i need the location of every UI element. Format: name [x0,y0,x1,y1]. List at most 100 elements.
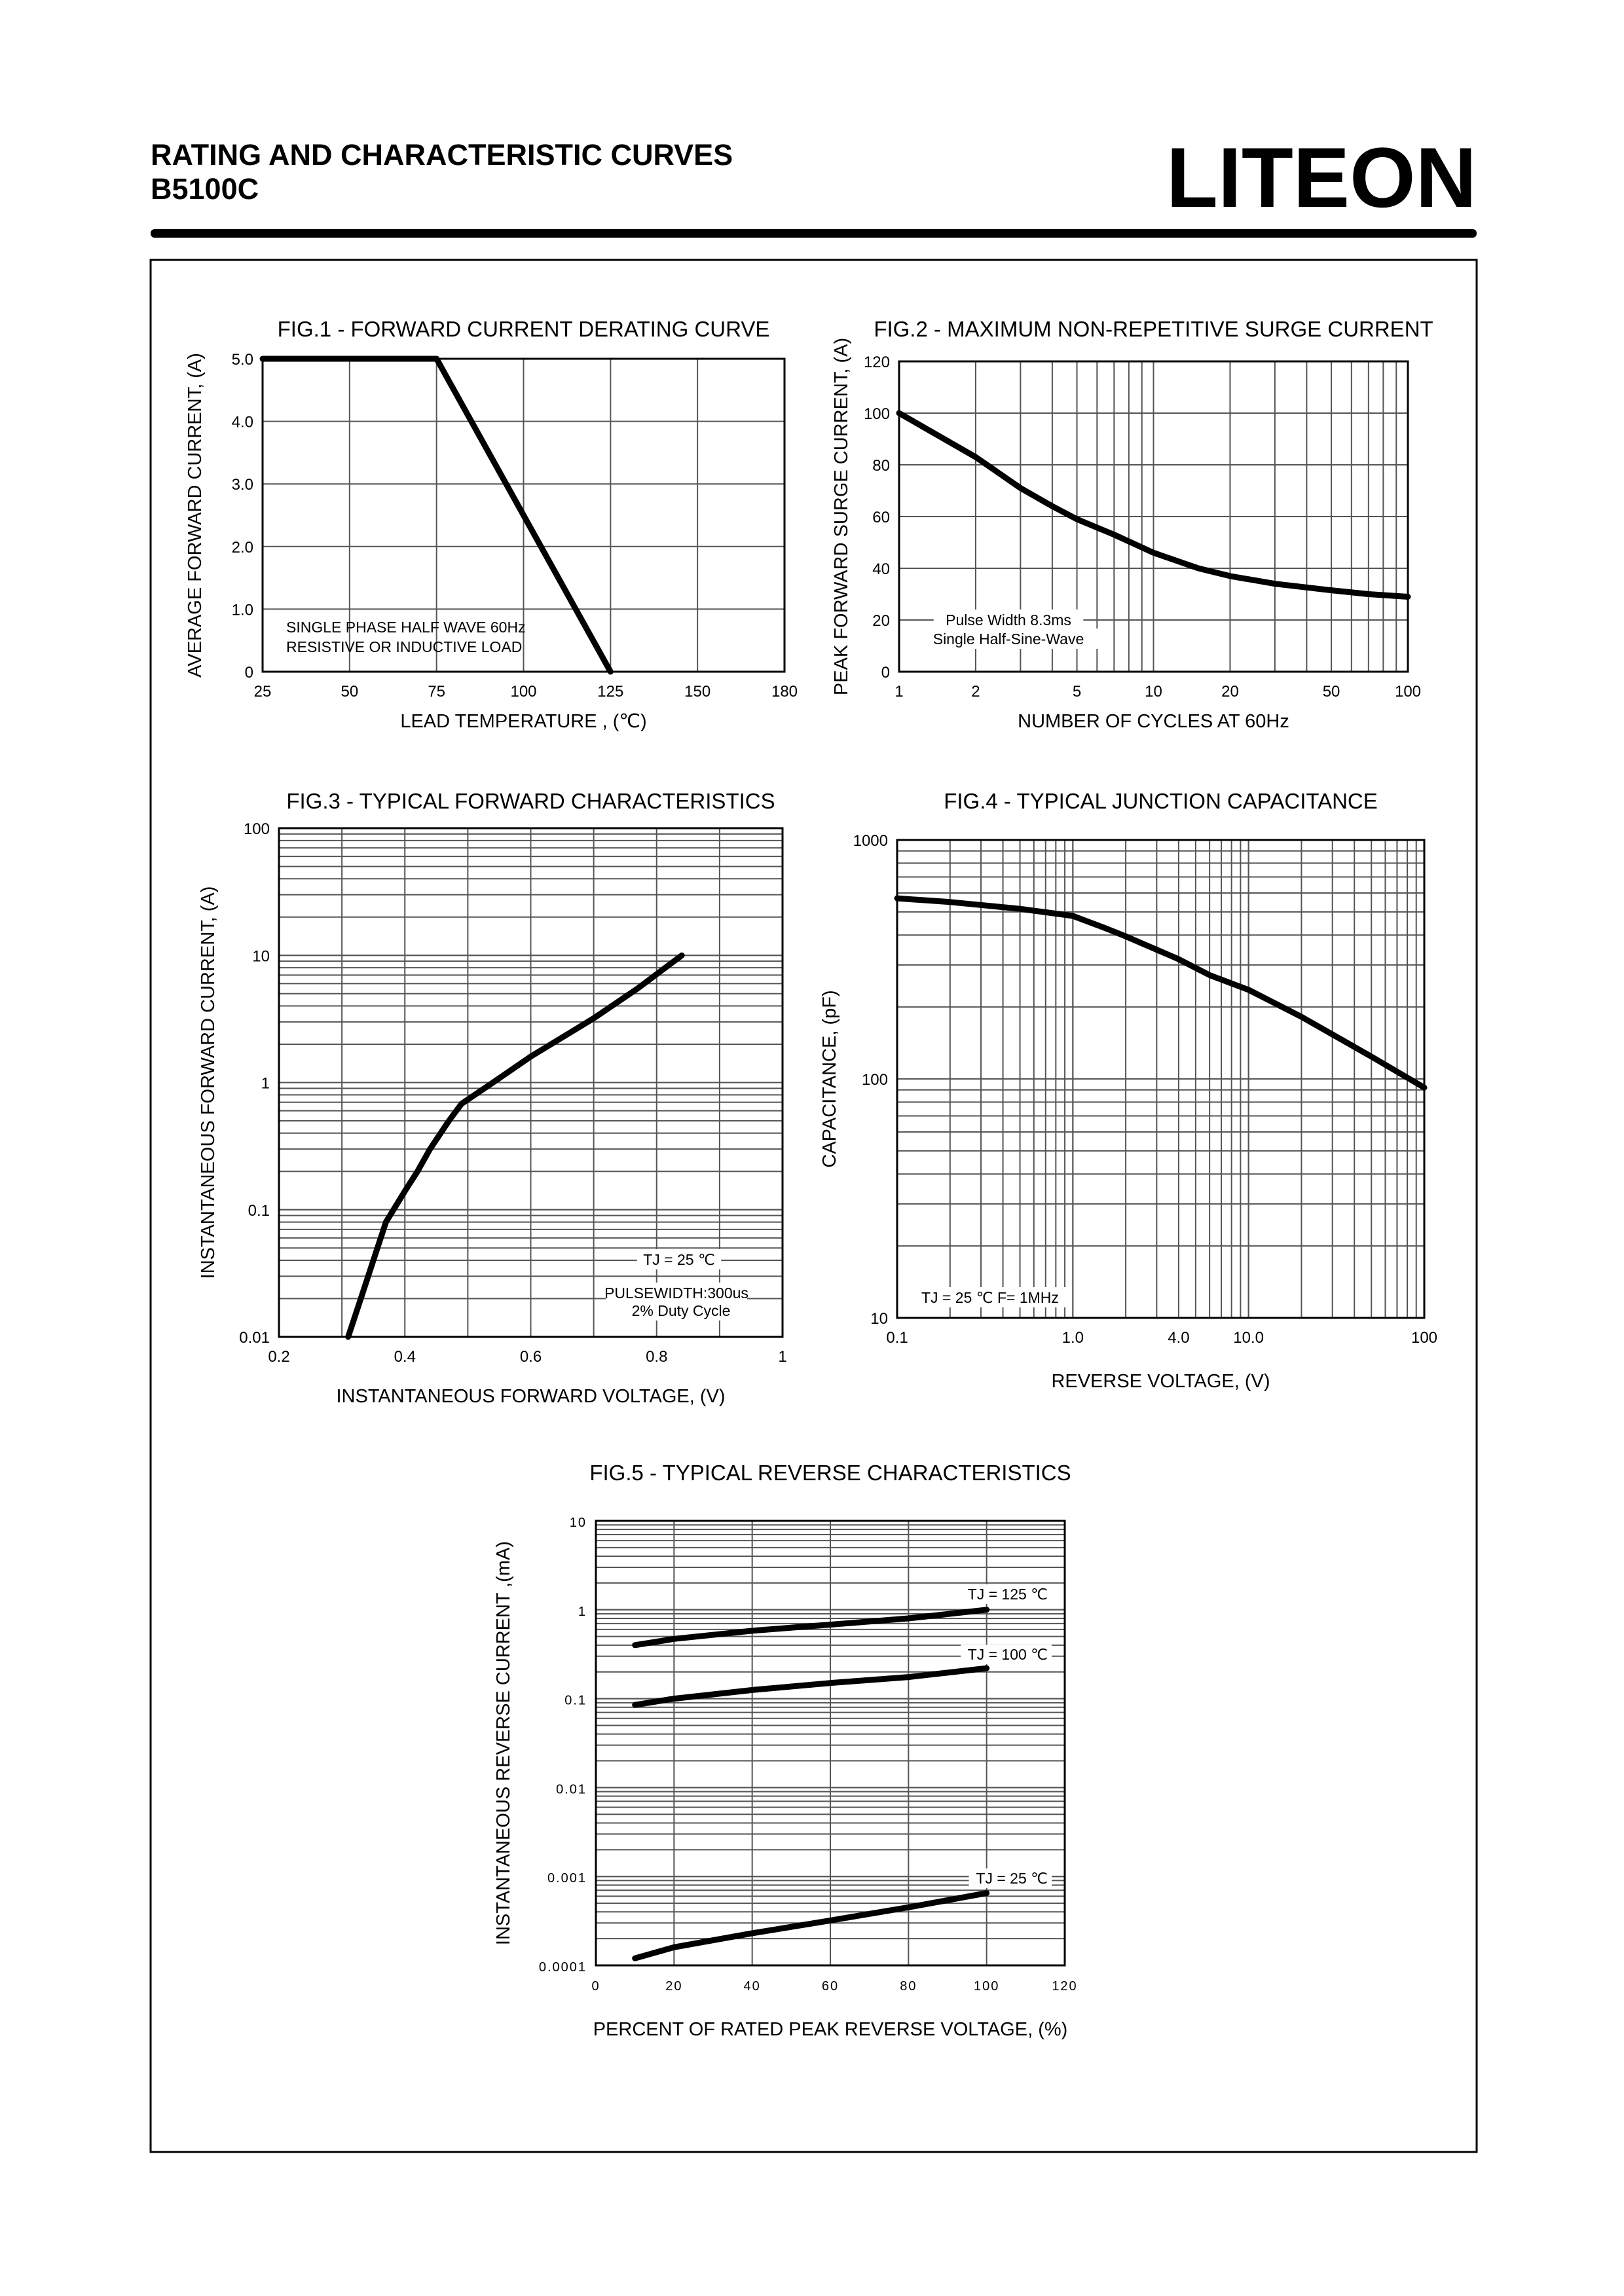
y-tick-label: 0.1 [564,1694,587,1708]
figure-2: 1 2 5 10 20 50 100 0 20 40 60 80 100 120 FIG.2 - MAXIM… [831,317,1433,732]
series-line-1 [259,355,614,675]
x-tick-label: 2 [971,683,980,701]
header-rule [151,229,1477,238]
x-tick-label: 125 [597,683,623,701]
y-tick-label: 3.0 [232,476,253,494]
plot-area-border [595,1520,1066,1967]
x-tick-label: 100 [1395,683,1421,701]
y-tick-label: 20 [872,612,890,630]
y-tick-label: 0.01 [239,1329,270,1347]
series-line-1 [894,895,1428,1091]
figure-1: 25 50 75 100 125 150 180 0 1.0 2.0 3.0 4.0 5.0 FIG.1 … [185,317,798,732]
x-tick-label: 120 [1052,1979,1077,1994]
y-tick-label: 1000 [853,832,888,850]
series-line-1 [632,1607,990,1649]
series-label: TJ = 25 ℃ [976,1870,1048,1887]
x-tick-label: 75 [428,683,445,701]
y-tick-label: 1 [578,1605,587,1619]
plot-area-border [278,827,784,1338]
y-tick-label: 120 [864,354,890,371]
x-tick-label: 20 [1221,683,1239,701]
annotation-text: TJ = 25 ℃ F= 1MHz [921,1289,1059,1306]
x-tick-label: 0 [591,1979,600,1994]
x-axis-label: NUMBER OF CYCLES AT 60Hz [1018,711,1289,732]
y-axis-label: INSTANTANEOUS REVERSE CURRENT ,(mA) [493,1541,514,1945]
y-tick-label: 0.1 [248,1202,270,1220]
figure-title: FIG.3 - TYPICAL FORWARD CHARACTERISTICS [286,789,775,813]
annotation-background [916,1287,1066,1307]
annotation-text: TJ = 25 ℃ [643,1251,715,1268]
series-line-1 [345,952,685,1340]
series-line-1 [896,410,1411,600]
part-number: B5100C [151,172,259,206]
x-tick-label: 5 [1073,683,1081,701]
annotation-text: Single Half-Sine-Wave [933,630,1084,647]
x-tick-label: 1.0 [1062,1329,1084,1347]
x-tick-label: 60 [822,1979,839,1994]
series-line-3 [632,1890,990,1961]
y-tick-label: 2.0 [232,539,253,556]
x-axis-label: LEAD TEMPERATURE , (℃) [400,711,646,732]
y-tick-label: 1.0 [232,601,253,619]
x-axis-label: PERCENT OF RATED PEAK REVERSE VOLTAGE, (… [593,2019,1068,2040]
plot-area-border [898,360,1409,673]
y-tick-label: 4.0 [232,414,253,431]
y-tick-label: 80 [872,457,890,475]
x-tick-label: 20 [665,1979,682,1994]
series-line-2 [632,1665,990,1708]
y-axis-label: PEAK FORWARD SURGE CURRENT, (A) [831,338,852,695]
y-tick-label: 100 [864,405,890,423]
annotation-background [606,1283,747,1303]
plot-area-border [261,357,786,673]
liteon-logo: LITEON [1166,130,1477,225]
figure-title: FIG.5 - TYPICAL REVERSE CHARACTERISTICS [589,1461,1071,1485]
annotation-text: Pulse Width 8.3ms [946,611,1071,629]
figure-title: FIG.1 - FORWARD CURRENT DERATING CURVE [278,317,770,341]
y-tick-label: 0.01 [556,1782,587,1796]
x-tick-label: 50 [341,683,358,701]
y-tick-label: 10 [570,1516,587,1530]
y-tick-label: 10 [252,947,270,965]
y-axis-label: INSTANTANEOUS FORWARD CURRENT, (A) [198,886,219,1279]
y-axis-label: AVERAGE FORWARD CURRENT, (A) [185,353,206,678]
figure-title: FIG.2 - MAXIMUM NON-REPETITIVE SURGE CUR… [874,317,1433,341]
x-tick-label: 10.0 [1233,1329,1264,1347]
x-tick-label: 25 [254,683,272,701]
series-label-background [961,1584,1052,1604]
series-label-background [969,1868,1052,1888]
x-tick-label: 100 [974,1979,999,1994]
y-tick-label: 0 [881,664,890,682]
y-axis-label: CAPACITANCE, (pF) [819,990,840,1167]
annotation-background [917,629,1100,649]
x-tick-label: 4.0 [1168,1329,1189,1347]
y-tick-label: 0 [245,664,253,682]
x-tick-label: 0.6 [520,1348,542,1366]
x-axis-label: INSTANTANEOUS FORWARD VOLTAGE, (V) [336,1386,725,1407]
annotation-text: RESISTIVE OR INDUCTIVE LOAD [286,638,522,655]
x-tick-label: 150 [684,683,710,701]
y-tick-label: 5.0 [232,351,253,369]
series-label: TJ = 100 ℃ [968,1646,1048,1663]
x-tick-label: 0.8 [646,1348,667,1366]
x-tick-label: 80 [900,1979,917,1994]
x-tick-label: 0.4 [394,1348,416,1366]
x-tick-label: 100 [1411,1329,1437,1347]
annotation-text: 2% Duty Cycle [632,1302,731,1319]
x-tick-label: 50 [1323,683,1340,701]
figure-4: 0.1 1.0 4.0 10.0 100 10 100 1000 FIG.4 - TYPICAL… [819,789,1437,1392]
x-tick-label: 100 [510,683,536,701]
x-tick-label: 1 [895,683,903,701]
page-title: RATING AND CHARACTERISTIC CURVES [151,138,733,172]
series-label-background [961,1645,1052,1664]
y-tick-label: 100 [244,820,270,838]
x-axis-label: REVERSE VOLTAGE, (V) [1051,1371,1270,1392]
figure-frame [149,259,1478,2153]
figure-5: 0 20 40 60 80 100 120 0.0001 0.001 0.01 0.1 1 10 FIG.… [493,1461,1077,2040]
figure-3: 0.2 0.4 0.6 0.8 1 0.01 0.1 1 10 100 FIG.3 - TYPICA… [198,789,787,1407]
series-label: TJ = 125 ℃ [968,1586,1048,1603]
annotation-background [622,1300,740,1321]
x-tick-label: 0.2 [268,1348,289,1366]
x-tick-label: 10 [1145,683,1162,701]
annotation-background [637,1249,722,1269]
y-tick-label: 60 [872,509,890,526]
